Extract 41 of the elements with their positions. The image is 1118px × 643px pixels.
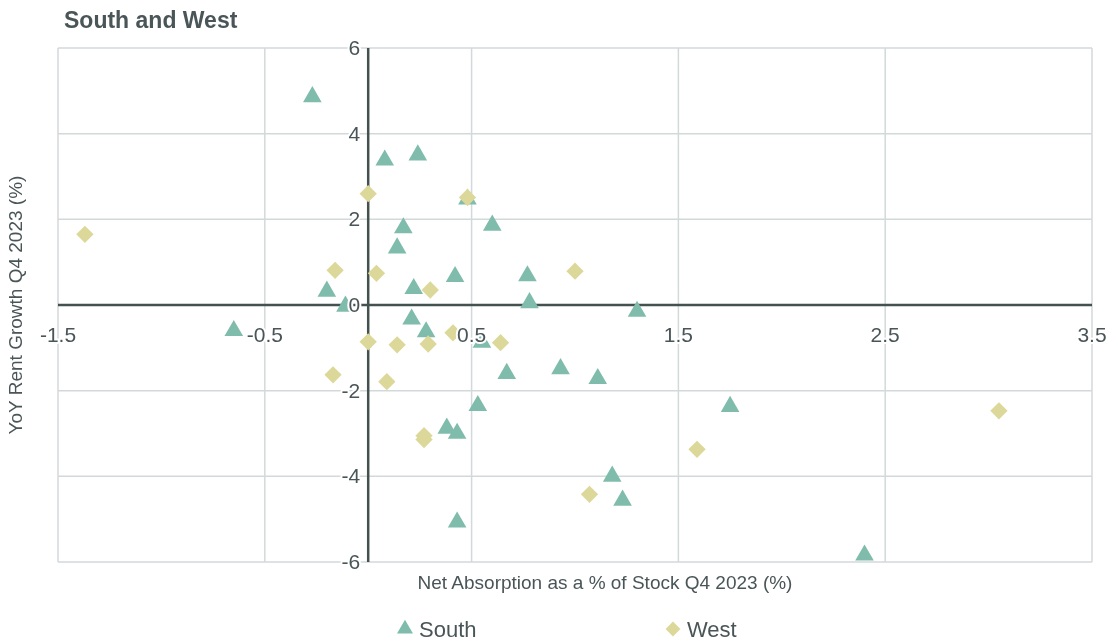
legend-label: South bbox=[419, 617, 477, 642]
point bbox=[317, 280, 337, 297]
point bbox=[447, 511, 467, 528]
point bbox=[375, 149, 395, 166]
y-tick-label: -4 bbox=[341, 464, 361, 488]
x-tick-label: -1.5 bbox=[39, 323, 77, 346]
point bbox=[497, 362, 517, 379]
point bbox=[402, 308, 421, 325]
point bbox=[387, 237, 407, 254]
y-tick-label: 2 bbox=[348, 207, 361, 231]
point bbox=[551, 358, 570, 375]
y-tick-label: 4 bbox=[348, 121, 361, 145]
point bbox=[855, 544, 874, 561]
point bbox=[602, 465, 622, 482]
y-tick-label: -2 bbox=[341, 378, 361, 402]
point bbox=[404, 277, 423, 295]
point bbox=[588, 367, 608, 385]
legend-label: West bbox=[687, 617, 737, 642]
point bbox=[482, 214, 502, 231]
x-tick-label: 2.5 bbox=[870, 323, 900, 346]
point bbox=[408, 144, 428, 161]
point bbox=[447, 422, 467, 439]
x-tick-label: 1.5 bbox=[663, 323, 693, 346]
point bbox=[520, 292, 539, 309]
point bbox=[613, 489, 632, 506]
x-tick-label: 3.5 bbox=[1077, 323, 1107, 346]
point bbox=[394, 217, 413, 234]
x-tick-label: -0.5 bbox=[246, 323, 283, 346]
point bbox=[224, 319, 244, 337]
y-tick-label: -6 bbox=[341, 550, 361, 573]
point bbox=[518, 265, 537, 282]
y-tick-label: 6 bbox=[348, 36, 361, 59]
point bbox=[720, 395, 740, 412]
point bbox=[303, 86, 322, 103]
point bbox=[627, 300, 647, 317]
point bbox=[445, 265, 465, 283]
chart-title: South and West bbox=[64, 7, 238, 33]
x-axis-title: Net Absorption as a % of Stock Q4 2023 (%) bbox=[417, 572, 793, 593]
point bbox=[468, 394, 488, 412]
y-axis-title: YoY Rent Growth Q4 2023 (%) bbox=[5, 175, 26, 435]
point bbox=[416, 321, 436, 338]
